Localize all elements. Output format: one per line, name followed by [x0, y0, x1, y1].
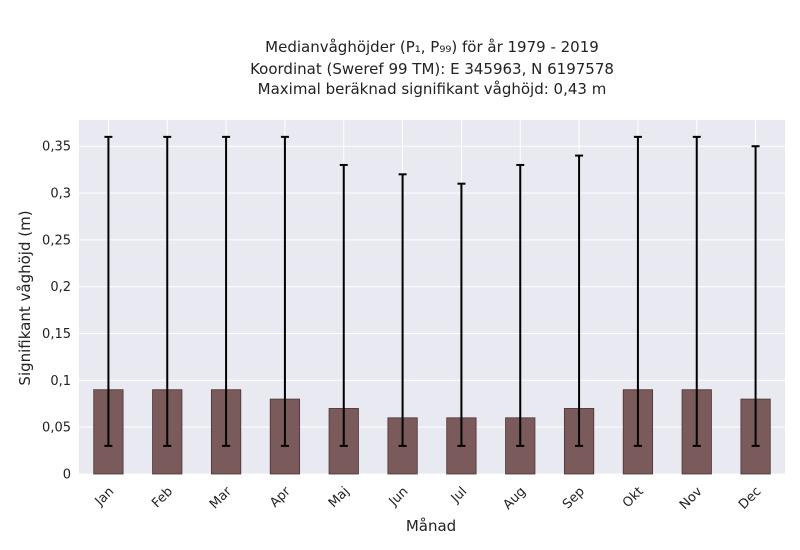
y-tick-label: 0,15 — [42, 327, 71, 342]
error-bar — [575, 154, 584, 447]
error-bars — [104, 135, 760, 447]
error-bar — [339, 163, 348, 447]
error-bar — [633, 135, 642, 447]
x-tick-label: Jul — [448, 484, 470, 506]
y-tick-label: 0 — [63, 468, 71, 483]
x-axis-label: Månad — [406, 517, 456, 535]
error-bar — [692, 135, 701, 447]
x-tick-label: Apr — [267, 484, 294, 511]
title-line-1: Medianvåghöjder (P₁, P₉₉) för år 1979 - … — [265, 38, 599, 56]
y-axis-ticks: 0 0,05 0,1 0,15 0,2 0,25 0,3 0,35 — [42, 140, 71, 483]
error-bar — [751, 145, 760, 447]
error-bar — [104, 135, 113, 447]
x-tick-label: Aug — [501, 484, 530, 513]
y-tick-label: 0,2 — [50, 280, 71, 295]
x-tick-label: Nov — [677, 484, 706, 513]
y-tick-label: 0,25 — [42, 233, 71, 248]
y-tick-label: 0,1 — [50, 374, 71, 389]
x-tick-label: Dec — [736, 484, 764, 512]
x-axis-ticks: Jan Feb Mar Apr Maj Jun Jul Aug Sep Okt Nov Dec — [92, 484, 765, 513]
chart-title: Medianvåghöjder (P₁, P₉₉) för år 1979 - … — [250, 38, 614, 98]
error-bar — [163, 135, 172, 447]
x-tick-label: Feb — [149, 484, 176, 511]
error-bar — [280, 135, 289, 447]
y-axis-label: Signifikant våghöjd (m) — [16, 210, 34, 385]
y-tick-label: 0,35 — [42, 140, 71, 155]
error-bar — [398, 173, 407, 447]
x-tick-label: Jun — [386, 484, 412, 510]
x-tick-label: Mar — [207, 484, 235, 512]
y-tick-label: 0,3 — [50, 187, 71, 202]
y-tick-label: 0,05 — [42, 421, 71, 436]
plot-area — [79, 120, 785, 474]
x-tick-label: Jan — [92, 484, 117, 509]
x-tick-label: Okt — [620, 484, 647, 511]
error-bar — [457, 182, 466, 447]
x-tick-label: Sep — [560, 484, 588, 512]
title-line-3: Maximal beräknad signifikant våghöjd: 0,… — [258, 80, 607, 98]
error-bar — [222, 135, 231, 447]
error-bar — [516, 163, 525, 447]
x-tick-label: Maj — [326, 484, 353, 511]
title-line-2: Koordinat (Sweref 99 TM): E 345963, N 61… — [250, 60, 614, 78]
